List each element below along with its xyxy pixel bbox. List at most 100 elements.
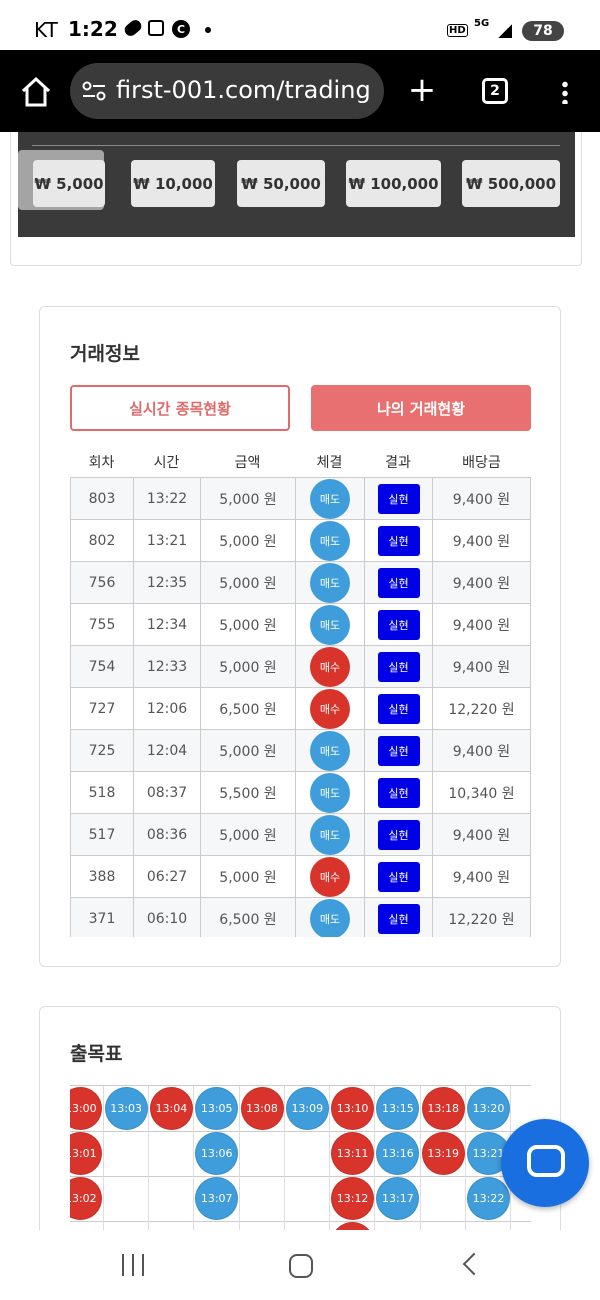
table-cell: 9,400 원 <box>432 856 531 897</box>
side-badge: 매도 <box>310 562 350 603</box>
amount-button[interactable]: ₩ 5,000 <box>33 160 105 207</box>
table-cell: 802 <box>70 520 133 561</box>
trade-title: 거래정보 <box>70 343 140 365</box>
table-cell: 10,340 원 <box>432 772 531 813</box>
table-cell: 13:22 <box>133 478 200 519</box>
amount-button[interactable]: ₩ 50,000 <box>237 160 325 207</box>
tab-count[interactable]: 2 <box>482 78 508 104</box>
board-card: 출목표 13:0013:0113:0213:0313:0413:0513:061… <box>39 1006 561 1230</box>
grid-line <box>70 1176 531 1177</box>
live-tab[interactable]: 실시간 종목현황 <box>70 385 290 431</box>
table-cell: 9,400 원 <box>432 604 531 645</box>
cell-text: 9,400 원 <box>452 659 511 676</box>
new-tab-button[interactable]: + <box>407 70 437 110</box>
table-cell: 매도 <box>295 562 364 603</box>
table-header: 배당금 <box>462 455 501 471</box>
cell-text: 12,220 원 <box>448 911 515 928</box>
content: 거래정보 실시간 종목현황 나의 거래현황 회차 시간 금액 체결 결과 배당금 803 13… <box>0 132 600 1230</box>
bead <box>331 1222 375 1230</box>
header-rule <box>70 477 531 478</box>
bead: 13:18 <box>421 1087 465 1130</box>
side-badge: 매수 <box>310 856 350 897</box>
table-cell: 08:37 <box>133 772 200 813</box>
site-settings-icon[interactable] <box>82 81 106 101</box>
bead: 13:20 <box>467 1087 510 1130</box>
back-button[interactable] <box>462 1252 486 1276</box>
cell-text: 9,400 원 <box>452 869 511 886</box>
cell-text: 5,500 원 <box>219 785 277 802</box>
bead: 13:05 <box>195 1087 239 1130</box>
table-cell: 실현 <box>364 688 432 729</box>
menu-button[interactable] <box>562 80 568 104</box>
result-badge: 실현 <box>377 567 420 598</box>
grid-line <box>329 1086 331 1230</box>
table-cell: 매도 <box>295 478 364 519</box>
bead: 13:08 <box>240 1087 284 1130</box>
table-cell: 실현 <box>364 772 432 813</box>
table-cell: 매도 <box>295 520 364 561</box>
cell-text: 12:04 <box>146 742 188 759</box>
table-cell: 12,220 원 <box>432 898 531 937</box>
table-cell: 08:36 <box>133 814 200 855</box>
cell-text: 518 <box>88 784 116 801</box>
amount-button[interactable]: ₩ 10,000 <box>131 160 215 207</box>
cell-text: 6,500 원 <box>219 701 277 718</box>
amount-button[interactable]: ₩ 500,000 <box>462 160 560 207</box>
cell-text: 9,400 원 <box>452 491 511 508</box>
recents-button[interactable] <box>122 1254 144 1276</box>
cell-text: 10,340 원 <box>448 785 515 802</box>
cell-text: 06:10 <box>146 910 188 927</box>
table-cell: 실현 <box>364 730 432 771</box>
bead: 13:01 <box>70 1132 103 1175</box>
table-row: 803 13:22 5,000 원 매도 실현 9,400 원 <box>70 478 531 520</box>
table-cell: 실현 <box>364 646 432 687</box>
grid-line <box>374 1086 376 1230</box>
bead: 13:09 <box>285 1087 329 1130</box>
bead: 13:10 <box>331 1087 375 1130</box>
bead: 13:00 <box>70 1087 103 1130</box>
table-cell: 5,000 원 <box>200 520 295 561</box>
table-cell: 13:21 <box>133 520 200 561</box>
table-cell: 517 <box>70 814 133 855</box>
divider <box>32 145 560 146</box>
grid-line <box>193 1086 195 1230</box>
nav-bar <box>0 1230 600 1300</box>
table-header: 결과 <box>385 455 411 471</box>
chat-button[interactable] <box>501 1119 589 1207</box>
side-badge: 매도 <box>310 898 350 937</box>
side-badge: 매도 <box>310 814 350 855</box>
my-tab[interactable]: 나의 거래현황 <box>311 385 531 431</box>
bead: 13:02 <box>70 1177 103 1220</box>
table-cell: 12,220 원 <box>432 688 531 729</box>
side-badge: 매도 <box>310 730 350 771</box>
table-cell: 9,400 원 <box>432 814 531 855</box>
table-cell: 5,500 원 <box>200 772 295 813</box>
cell-text: 803 <box>88 490 116 507</box>
cell-text: 727 <box>88 700 116 717</box>
status-bar: KT 1:22 C HD 5G 78 <box>0 0 600 50</box>
table-row: 756 12:35 5,000 원 매도 실현 9,400 원 <box>70 562 531 604</box>
bead: 13:16 <box>376 1132 420 1175</box>
status-dot <box>205 27 211 33</box>
table-cell: 5,000 원 <box>200 604 295 645</box>
status-hd: HD <box>447 24 468 37</box>
home-nav-button[interactable] <box>289 1254 313 1278</box>
cell-text: 9,400 원 <box>452 575 511 592</box>
result-badge: 실현 <box>377 693 420 724</box>
bead: 13:12 <box>331 1177 375 1220</box>
bead: 13:06 <box>195 1132 239 1175</box>
home-button[interactable] <box>20 76 52 108</box>
bead: 13:22 <box>467 1177 510 1220</box>
table-cell: 매도 <box>295 730 364 771</box>
address-bar[interactable]: first-001.com/trading <box>70 63 384 119</box>
url: first-001.com/trading <box>116 76 371 104</box>
table-cell: 매수 <box>295 688 364 729</box>
cell-text: 388 <box>88 868 116 885</box>
side-badge: 매도 <box>310 478 350 519</box>
cell-text: 9,400 원 <box>452 827 511 844</box>
cell-text: 12:06 <box>146 700 188 717</box>
table-cell: 매도 <box>295 772 364 813</box>
table-cell: 5,000 원 <box>200 646 295 687</box>
amount-button[interactable]: ₩ 100,000 <box>346 160 441 207</box>
